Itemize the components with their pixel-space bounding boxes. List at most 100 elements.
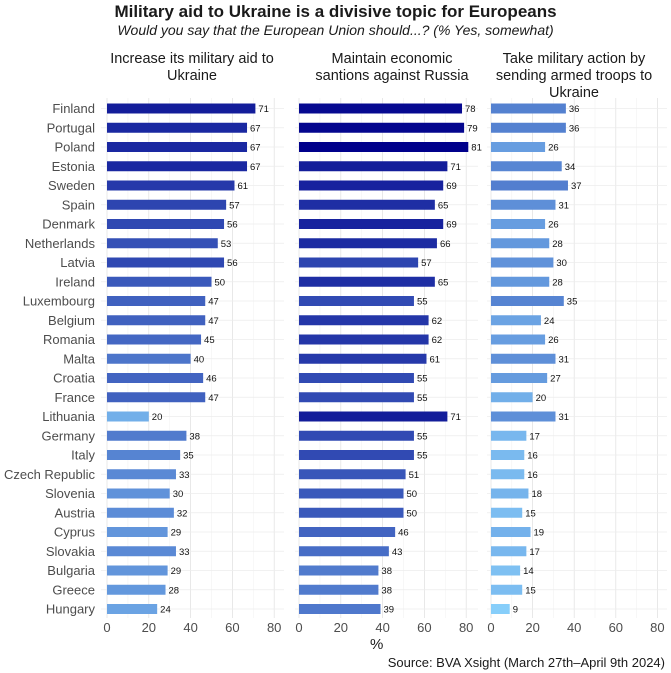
data-label: 28 (552, 239, 563, 250)
category-label: Austria (55, 505, 96, 520)
data-label: 14 (523, 566, 534, 577)
bar (491, 604, 510, 614)
bar (491, 373, 548, 383)
data-label: 81 (471, 143, 482, 154)
data-label: 57 (421, 258, 432, 269)
bar (299, 180, 444, 191)
bar (491, 392, 533, 403)
data-label: 61 (237, 181, 248, 192)
bar (491, 315, 541, 326)
bar (299, 373, 414, 383)
data-label: 35 (567, 297, 578, 308)
category-label: Slovakia (46, 544, 96, 559)
data-label: 28 (552, 277, 563, 288)
bar (491, 469, 525, 480)
data-label: 79 (467, 123, 478, 134)
data-label: 16 (527, 470, 538, 481)
x-tick-label: 40 (375, 620, 389, 635)
data-label: 24 (160, 605, 171, 616)
data-label: 46 (206, 374, 217, 385)
bar (107, 257, 225, 268)
x-tick-label: 60 (609, 620, 623, 635)
bar (299, 276, 435, 287)
bar (299, 334, 429, 345)
bar (107, 296, 206, 306)
x-tick-label: 40 (567, 620, 581, 635)
bar (299, 430, 414, 441)
bar (299, 450, 414, 460)
bar (107, 488, 170, 499)
bar (107, 469, 176, 480)
bar (107, 450, 181, 460)
bar (107, 373, 204, 383)
bar (299, 238, 437, 249)
bar (107, 527, 168, 537)
bar (491, 334, 546, 345)
x-tick-label: 80 (459, 620, 473, 635)
category-label: France (55, 390, 95, 405)
data-label: 17 (529, 431, 540, 442)
data-label: 15 (525, 585, 536, 596)
bar (107, 122, 248, 133)
data-label: 36 (569, 104, 580, 115)
bar (491, 430, 527, 441)
data-label: 20 (152, 412, 163, 423)
category-label: Latvia (60, 255, 95, 270)
data-label: 71 (258, 104, 269, 115)
category-label: Estonia (52, 159, 96, 174)
bar (299, 142, 469, 152)
bar (299, 527, 396, 537)
data-label: 31 (558, 354, 569, 365)
bar (491, 199, 556, 210)
data-label: 39 (384, 605, 395, 616)
bar (107, 199, 227, 210)
data-label: 18 (531, 489, 542, 500)
x-tick-label: 20 (142, 620, 156, 635)
bar (491, 296, 564, 306)
bar (299, 103, 463, 114)
data-label: 38 (189, 431, 200, 442)
category-label: Malta (63, 351, 96, 366)
x-tick-label: 0 (487, 620, 494, 635)
bar (491, 353, 556, 364)
bar (107, 315, 206, 326)
bar (491, 103, 566, 114)
bar (299, 469, 406, 480)
bar (299, 219, 444, 229)
data-label: 71 (450, 162, 461, 173)
bar (107, 353, 191, 364)
category-label: Finland (52, 101, 95, 116)
category-label: Romania (43, 332, 96, 347)
bar (299, 604, 381, 614)
data-label: 61 (429, 354, 440, 365)
bar (299, 565, 379, 576)
data-label: 24 (544, 316, 555, 327)
data-label: 19 (534, 528, 545, 539)
data-label: 55 (417, 297, 428, 308)
category-label: Croatia (53, 371, 96, 386)
category-label: Germany (42, 428, 96, 443)
data-label: 71 (450, 412, 461, 423)
bar (107, 604, 158, 614)
bar (491, 257, 554, 268)
x-tick-label: 80 (267, 620, 281, 635)
bar (299, 507, 404, 518)
data-label: 55 (417, 393, 428, 404)
data-label: 26 (548, 143, 559, 154)
source-note: Source: BVA Xsight (March 27th–April 9th… (387, 655, 665, 670)
data-label: 30 (173, 489, 184, 500)
bar (299, 257, 419, 268)
data-label: 65 (438, 200, 449, 211)
data-label: 40 (194, 354, 205, 365)
data-label: 43 (392, 547, 403, 558)
bar (491, 546, 527, 557)
bar (299, 199, 435, 210)
bar (299, 488, 404, 499)
bar (107, 584, 166, 595)
x-tick-label: 0 (103, 620, 110, 635)
category-label: Italy (71, 448, 95, 463)
bar (107, 103, 256, 114)
bar (491, 180, 568, 191)
data-label: 50 (407, 508, 418, 519)
data-label: 62 (432, 335, 443, 346)
